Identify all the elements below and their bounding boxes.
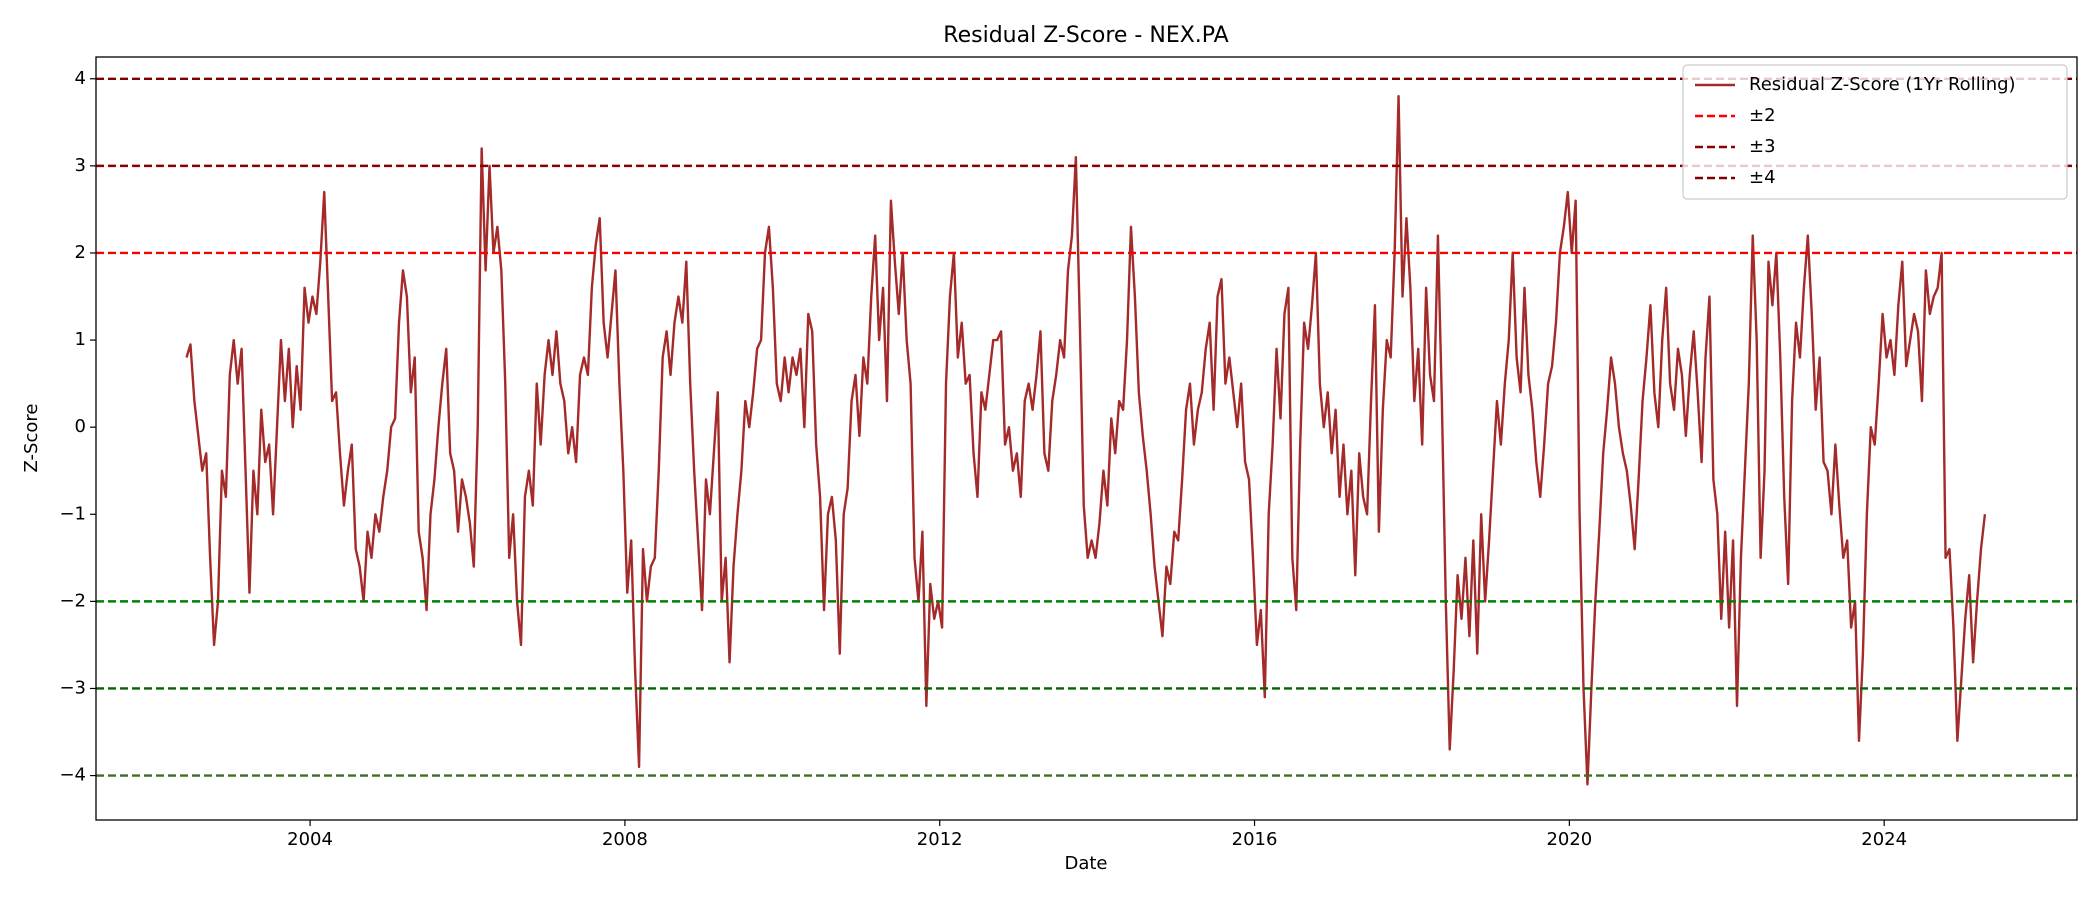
x-tick-label: 2016 [1232, 829, 1278, 850]
y-tick-label: 3 [75, 155, 86, 176]
y-tick-label: −3 [59, 677, 86, 698]
x-axis-label: Date [1064, 853, 1107, 874]
x-tick-label: 2004 [287, 829, 333, 850]
y-tick-label: 1 [75, 329, 86, 350]
y-tick-label: −4 [59, 765, 86, 786]
plot-frame [95, 56, 2078, 821]
x-tick-label: 2012 [917, 829, 963, 850]
x-tick-label: 2024 [1861, 829, 1907, 850]
legend-label: Residual Z-Score (1Yr Rolling) [1749, 74, 2016, 95]
y-tick-label: 0 [75, 416, 86, 437]
x-tick-label: 2008 [602, 829, 648, 850]
legend-box [1682, 64, 2068, 200]
legend-label: ±4 [1749, 167, 1776, 188]
legend-label: ±2 [1749, 105, 1776, 126]
y-axis-label: Z-Score [21, 404, 42, 473]
legend-label: ±3 [1749, 136, 1776, 157]
chart-title: Residual Z-Score - NEX.PA [943, 23, 1228, 48]
y-tick-label: 4 [75, 68, 86, 89]
y-tick-label: 2 [75, 242, 86, 263]
x-tick-label: 2020 [1546, 829, 1592, 850]
y-tick-label: −1 [59, 503, 86, 524]
y-tick-label: −2 [59, 590, 86, 611]
